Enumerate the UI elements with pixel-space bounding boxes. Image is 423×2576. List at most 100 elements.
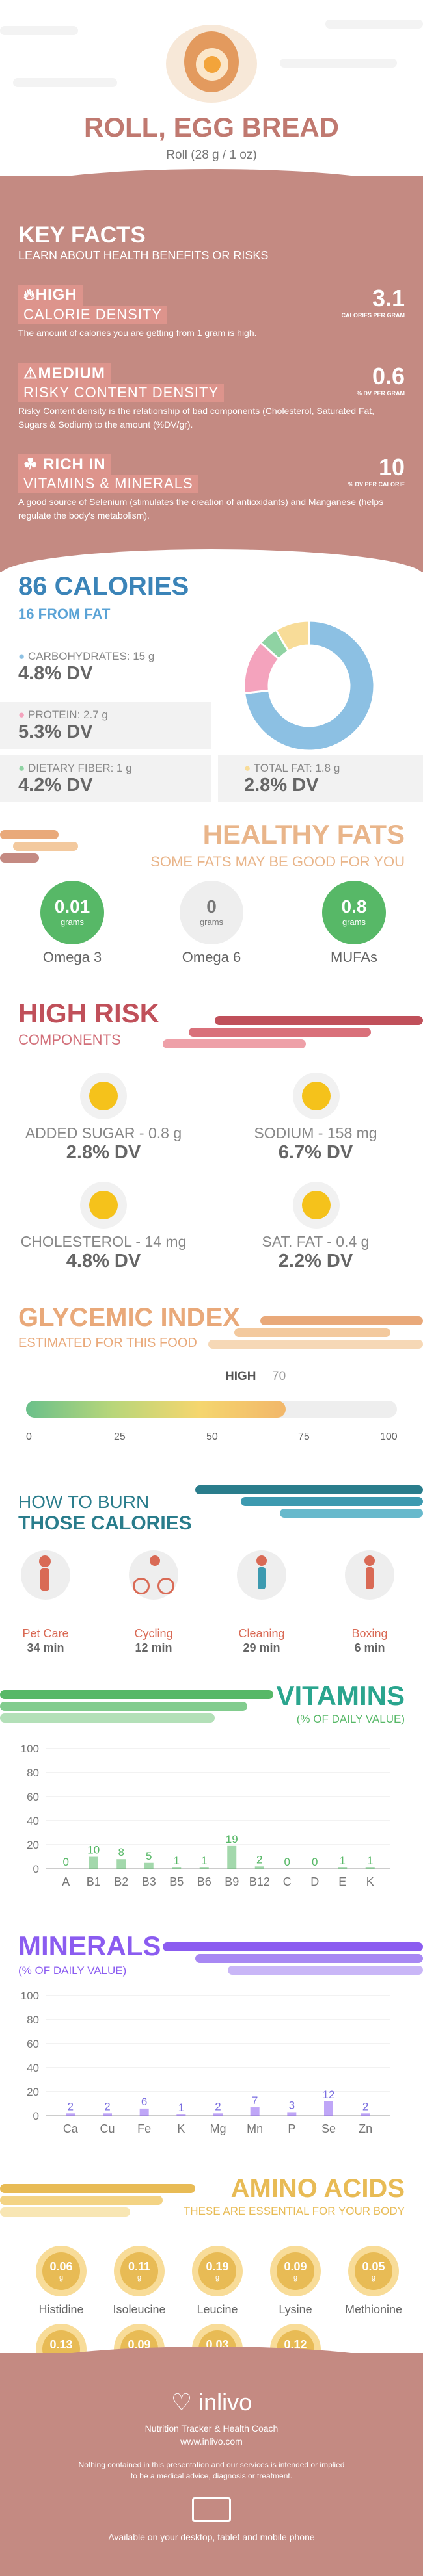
bar-Zn: [361, 2113, 370, 2116]
fact-level-medium: ⚠MEDIUM: [18, 363, 111, 384]
decor-stripe: [195, 1485, 423, 1494]
fact-level-high: 🔥︎HIGH: [18, 285, 83, 306]
decor-stripe: [260, 1316, 423, 1325]
fact-unit: CALORIES PER GRAM: [341, 312, 405, 319]
decor-stripe: [0, 2196, 163, 2205]
gi-tick-label: 25: [114, 1431, 126, 1442]
bar-Se: [324, 2101, 333, 2116]
minerals-title: MINERALS: [18, 1931, 161, 1961]
calories-section: 86 CALORIES 16 FROM FAT ● CARBOHYDRATES:…: [0, 572, 423, 806]
decor-stripe: [0, 853, 39, 863]
bullet-icon: ●: [18, 762, 25, 774]
glycemic-subtitle: ESTIMATED FOR THIS FOOD: [18, 1336, 197, 1350]
y-tick-label: 60: [27, 1791, 39, 1803]
bar-value-label: 1: [367, 1854, 373, 1867]
fact-value: 3.1: [372, 285, 405, 311]
vitamins-bar-chart: 1008060402000A10B18B25B31B51B619B92B120C…: [21, 1743, 390, 1888]
amino-section: AMINO ACIDS THESE ARE ESSENTIAL FOR YOUR…: [0, 2171, 423, 2394]
decor-stripe: [195, 1954, 423, 1963]
decor-stripe: [189, 1028, 371, 1037]
activity-boxing-min: 6 min: [354, 1641, 385, 1654]
y-tick-label: 60: [27, 2038, 39, 2050]
category-label: B1: [87, 1875, 101, 1888]
activity-pet-care-min: 34 min: [27, 1641, 64, 1654]
bar-value-label: 2: [362, 2100, 368, 2113]
activity-boxing: Boxing: [351, 1627, 388, 1640]
brand-logo: ♡ inlivo: [171, 2389, 252, 2415]
smile-icon: [80, 1182, 127, 1229]
y-tick-label: 0: [33, 2110, 39, 2122]
category-label: B5: [169, 1875, 184, 1888]
footer-url[interactable]: www.inlivo.com: [180, 2436, 243, 2447]
key-facts-title: KEY FACTS: [18, 222, 146, 248]
footer-disclaimer: Nothing contained in this presentation a…: [78, 2460, 345, 2469]
bar-E: [338, 1867, 348, 1869]
bar-value-label: 0: [284, 1856, 290, 1868]
activity-cycling: Cycling: [134, 1627, 173, 1640]
bar-B3: [144, 1862, 154, 1869]
bar-value-label: 1: [201, 1854, 207, 1867]
category-label: Mn: [247, 2122, 263, 2135]
vitamins-title: VITAMINS: [276, 1680, 405, 1711]
decor-stripe: [280, 59, 397, 68]
fats-title: HEALTHY FATS: [202, 819, 405, 850]
y-tick-label: 80: [27, 2014, 39, 2026]
category-label: B6: [197, 1875, 212, 1888]
bar-value-label: 2: [68, 2100, 74, 2113]
bullet-icon: ●: [244, 762, 251, 774]
category-label: P: [288, 2122, 295, 2135]
risk-added-sugar: ADDED SUGAR - 0.8 g: [25, 1125, 182, 1141]
fact-label-calorie-density: CALORIE DENSITY: [18, 306, 168, 324]
risk-section: HIGH RISK COMPONENTS ADDED SUGAR - 0.8 g…: [0, 998, 423, 1271]
bar-value-label: 1: [174, 1854, 180, 1867]
decor-stripe: [0, 1713, 215, 1723]
smile-icon: [293, 1073, 340, 1119]
risk-cholesterol: CHOLESTEROL - 14 mg: [20, 1233, 187, 1250]
decor-stripe: [163, 1039, 306, 1048]
vitamins-subtitle: (% OF DAILY VALUE): [296, 1713, 405, 1725]
glycemic-section: GLYCEMIC INDEX ESTIMATED FOR THIS FOOD H…: [0, 1303, 423, 1453]
activity-cleaning: Cleaning: [238, 1627, 285, 1640]
y-tick-label: 80: [27, 1767, 39, 1779]
omega6-value: 0 grams: [180, 881, 243, 944]
boxing-icon: [345, 1550, 394, 1600]
category-label: B12: [249, 1875, 270, 1888]
decor-stripe: [280, 1509, 423, 1518]
bar-B6: [199, 1867, 209, 1869]
decor-stripe: [163, 1942, 423, 1951]
fact-label-vitamins-minerals: VITAMINS & MINERALS: [18, 475, 198, 493]
decor-stripe: [13, 842, 78, 851]
bar-K: [176, 2114, 186, 2116]
amino-name: Leucine: [197, 2303, 238, 2316]
bar-Mg: [213, 2113, 223, 2116]
bar-Fe: [139, 2108, 149, 2116]
category-label: Cu: [100, 2122, 115, 2135]
burn-section: HOW TO BURN THOSE CALORIES Pet Care 34 m…: [0, 1479, 423, 1667]
glycemic-fill: [26, 1401, 286, 1418]
omega6-label: Omega 6: [182, 949, 241, 965]
fact-value: 0.6: [372, 363, 405, 389]
minerals-section: MINERALS (% OF DAILY VALUE) 100 80 60 40 20 0…: [0, 1931, 423, 2152]
serving-size: Roll (28 g / 1 oz): [166, 148, 257, 162]
category-label: C: [283, 1875, 292, 1888]
bar-value-label: 10: [87, 1844, 100, 1856]
amino-title: AMINO ACIDS: [230, 2174, 405, 2203]
category-label: Zn: [359, 2122, 372, 2135]
risk-cholesterol-dv: 4.8% DV: [66, 1251, 141, 1271]
y-tick-label: 20: [27, 2086, 39, 2098]
minerals-bar-chart: 100 80 60 40 20 0 2 Ca 2 Cu 6 Fe 1 K 2 Mg 7 Mn 3 P 12 Se 2 Zn: [21, 1990, 390, 2135]
burn-title-line2: THOSE CALORIES: [18, 1513, 192, 1534]
category-label: K: [177, 2122, 185, 2135]
risk-sat-fat-dv: 2.2% DV: [278, 1251, 353, 1271]
risk-title: HIGH RISK: [18, 998, 160, 1028]
gi-tick-label: 100: [380, 1431, 398, 1442]
bar-value-label: 0: [312, 1856, 318, 1868]
fact-description: The amount of calories you are getting f…: [18, 328, 257, 338]
fact-description: A good source of Selenium (stimulates th…: [18, 497, 384, 521]
footer-disclaimer: to be a medical advice, diagnosis or tre…: [130, 2471, 293, 2480]
risk-sodium: SODIUM - 158 mg: [254, 1125, 377, 1141]
bar-value-label: 6: [141, 2096, 147, 2108]
calories-donut-chart: [243, 619, 375, 752]
category-label: Se: [321, 2122, 336, 2135]
heart-icon: ♡: [171, 2389, 193, 2415]
